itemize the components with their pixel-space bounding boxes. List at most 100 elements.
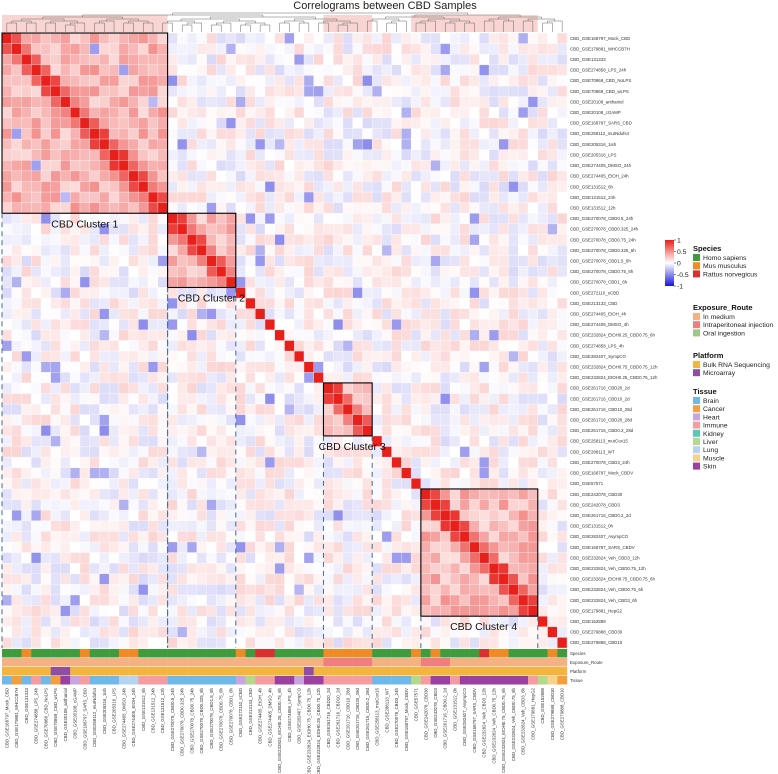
heatmap-cell — [518, 276, 529, 288]
heatmap-cell — [303, 563, 314, 574]
heatmap-cell — [31, 223, 42, 235]
heatmap-cell — [498, 54, 509, 66]
annotation-cell — [459, 667, 470, 676]
heatmap-cell — [440, 552, 451, 564]
heatmap-cell — [294, 54, 305, 66]
heatmap-cell — [167, 107, 178, 119]
heatmap-cell — [196, 351, 207, 362]
heatmap-cell — [70, 64, 81, 76]
heatmap-cell — [21, 531, 32, 543]
heatmap-cell — [489, 626, 500, 638]
heatmap-cell — [381, 382, 392, 394]
heatmap-cell — [518, 499, 529, 511]
heatmap-cell — [206, 361, 217, 373]
heatmap-cell — [89, 351, 100, 362]
heatmap-cell — [70, 319, 81, 331]
row-label: CBD_GSE270078_CBD0.75_24h — [570, 237, 636, 242]
heatmap-cell — [313, 170, 324, 182]
heatmap-cell — [479, 457, 490, 468]
heatmap-cell — [138, 329, 149, 341]
heatmap-cell — [303, 64, 314, 76]
heatmap-cell — [109, 43, 120, 55]
heatmap-cell — [245, 446, 256, 458]
heatmap-cell — [381, 425, 392, 437]
heatmap-cell — [31, 372, 42, 384]
heatmap-cell — [303, 234, 314, 246]
heatmap-cell — [11, 563, 22, 574]
heatmap-cell — [109, 425, 120, 437]
heatmap-cell — [479, 329, 490, 341]
heatmap-cell — [11, 107, 22, 119]
heatmap-cell — [440, 499, 451, 511]
heatmap-cell — [508, 573, 519, 585]
heatmap-cell — [118, 616, 129, 627]
heatmap-cell — [226, 531, 236, 543]
heatmap-cell — [21, 245, 32, 256]
annotation-cell — [294, 667, 305, 676]
heatmap-cell — [362, 181, 373, 193]
heatmap-cell — [459, 202, 470, 214]
heatmap-cell — [333, 425, 344, 437]
heatmap-cell — [479, 488, 490, 500]
heatmap-cell — [2, 541, 12, 553]
heatmap-cell — [420, 234, 431, 246]
heatmap-cell — [255, 605, 266, 617]
heatmap-cell — [11, 446, 22, 458]
heatmap-cell — [352, 329, 363, 341]
heatmap-cell — [11, 361, 22, 373]
heatmap-cell — [70, 287, 81, 299]
heatmap-cell — [411, 128, 422, 140]
heatmap-cell — [128, 234, 139, 246]
heatmap-cell — [381, 43, 392, 55]
heatmap-cell — [508, 234, 519, 246]
heatmap-cell — [187, 340, 198, 352]
heatmap-cell — [157, 202, 168, 214]
heatmap-cell — [352, 584, 363, 596]
annotation-cell — [294, 676, 305, 685]
heatmap-cell — [89, 520, 100, 532]
heatmap-cell — [440, 637, 451, 649]
heatmap-cell — [216, 425, 227, 437]
heatmap-cell — [498, 520, 509, 532]
heatmap-cell — [196, 552, 207, 564]
heatmap-cell — [274, 541, 285, 553]
heatmap-cell — [381, 308, 392, 320]
heatmap-cell — [265, 510, 275, 521]
heatmap-cell — [372, 414, 383, 426]
heatmap-cell — [303, 541, 314, 553]
heatmap-cell — [303, 446, 314, 458]
row-label: CBD_GSE279888_CBD10 — [570, 640, 623, 645]
heatmap-cell — [138, 393, 149, 405]
heatmap-cell — [79, 128, 90, 140]
heatmap-cell — [138, 43, 149, 55]
heatmap-cell — [187, 202, 198, 214]
heatmap-cell — [401, 594, 412, 606]
heatmap-cell — [79, 43, 90, 55]
heatmap-cell — [401, 446, 412, 458]
heatmap-cell — [167, 435, 178, 447]
heatmap-cell — [498, 457, 509, 468]
column-label: CBD_GSE288113_WT — [384, 688, 389, 733]
heatmap-cell — [235, 393, 246, 405]
column-labels: CBD_GSE168797_Mock_CBD CBD_GSE179881_MHCC… — [4, 687, 564, 774]
heatmap-cell — [303, 160, 314, 172]
heatmap-cell — [89, 446, 100, 458]
heatmap-cell — [284, 605, 295, 617]
annotation-cell — [479, 676, 490, 685]
heatmap-cell — [148, 478, 159, 490]
heatmap-cell — [128, 64, 139, 76]
heatmap-cell — [557, 223, 568, 235]
heatmap-cell — [109, 478, 120, 490]
heatmap-cell — [216, 308, 227, 320]
heatmap-cell — [372, 467, 383, 479]
heatmap-cell — [401, 128, 412, 140]
heatmap-cell — [303, 181, 314, 193]
heatmap-cell — [216, 340, 227, 352]
heatmap-cell — [303, 435, 314, 447]
heatmap-cell — [498, 329, 509, 341]
heatmap-cell — [518, 488, 529, 500]
heatmap-cell — [450, 202, 461, 214]
heatmap-cell — [557, 563, 568, 574]
heatmap-cell — [31, 594, 42, 606]
heatmap-cell — [528, 425, 538, 437]
